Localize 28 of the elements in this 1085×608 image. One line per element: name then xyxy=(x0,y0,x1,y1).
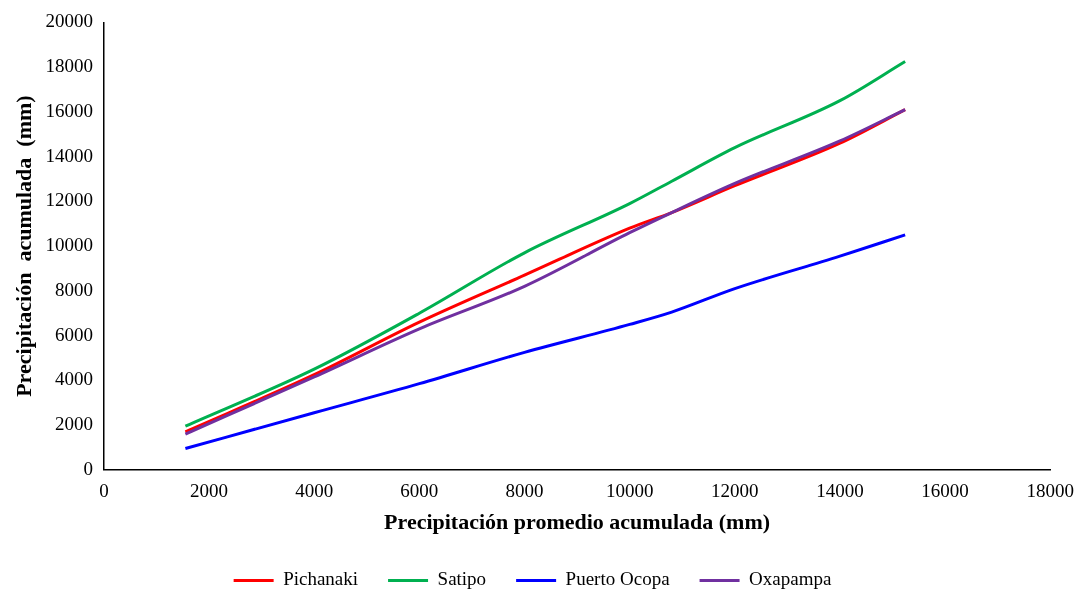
y-tick-label: 4000 xyxy=(54,368,93,390)
line-series xyxy=(183,233,907,451)
x-tick-label: 12000 xyxy=(711,480,759,502)
legend-label: Pichanaki xyxy=(283,568,359,590)
x-tick-label: 0 xyxy=(99,480,109,502)
x-tick-label: 8000 xyxy=(505,480,544,502)
y-tick-label: 20000 xyxy=(45,10,93,32)
y-axis-title: Precipitación acumulada (mm) xyxy=(10,95,36,397)
x-tick-label: 16000 xyxy=(921,480,969,502)
x-tick-label: 10000 xyxy=(605,480,654,502)
y-tick-label: 16000 xyxy=(45,99,93,121)
y-tick-label: 12000 xyxy=(45,189,93,211)
y-tick-label: 8000 xyxy=(54,278,93,300)
y-tick-label: 14000 xyxy=(45,144,93,166)
x-tick-label: 18000 xyxy=(1026,480,1074,502)
legend-label: Satipo xyxy=(437,568,487,590)
legend-label: Oxapampa xyxy=(749,568,832,590)
y-tick-label: 0 xyxy=(83,457,93,479)
y-tick-label: 6000 xyxy=(54,323,93,345)
legend-label: Puerto Ocopa xyxy=(565,568,671,590)
y-tick-label: 18000 xyxy=(45,55,93,77)
x-tick-label: 4000 xyxy=(295,480,334,502)
x-tick-label: 2000 xyxy=(190,480,229,502)
x-tick-label: 14000 xyxy=(816,480,864,502)
y-tick-label: 2000 xyxy=(54,413,93,435)
x-tick-label: 6000 xyxy=(400,480,439,502)
x-axis-title: Precipitación promedio acumulada (mm) xyxy=(384,509,771,535)
y-tick-label: 10000 xyxy=(45,234,93,256)
